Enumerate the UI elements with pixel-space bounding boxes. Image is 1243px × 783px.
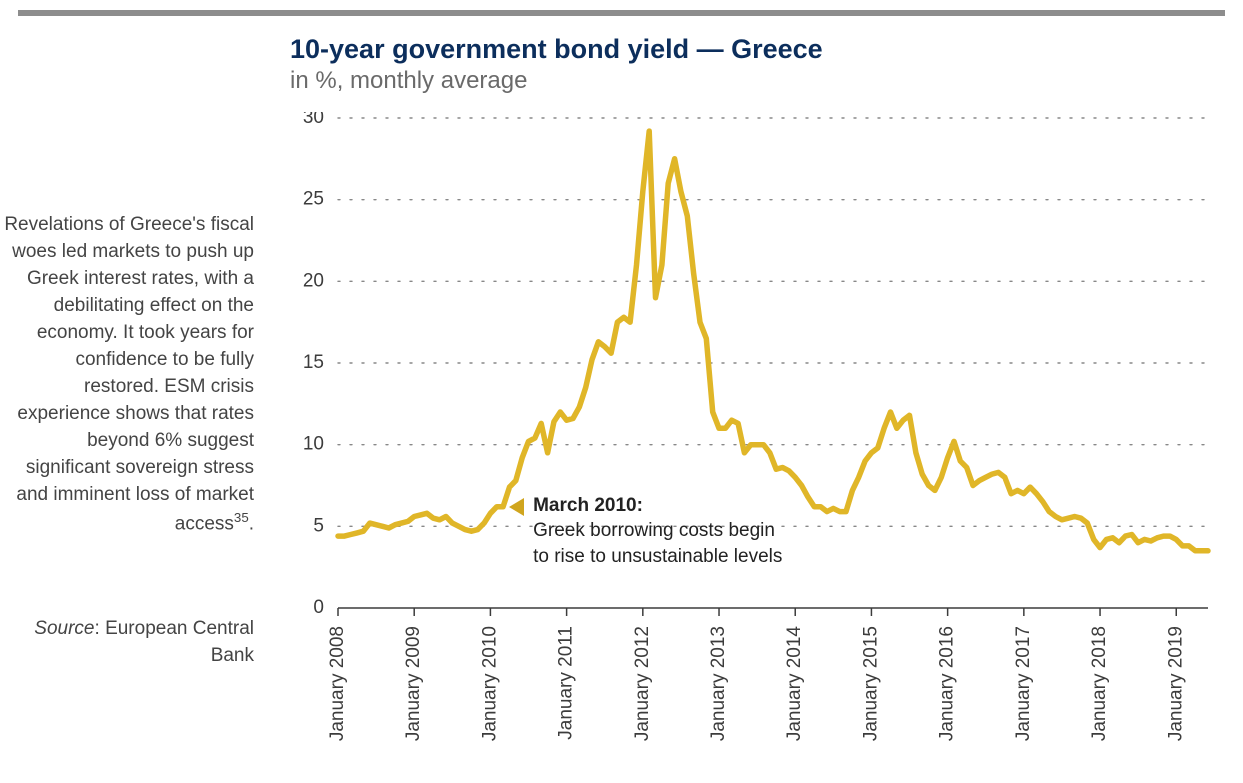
- svg-text:January 2016: January 2016: [937, 626, 958, 741]
- svg-text:January 2017: January 2017: [1013, 626, 1034, 741]
- annotation-line-1: Greek borrowing costs begin: [533, 518, 782, 544]
- svg-text:January 2014: January 2014: [784, 626, 805, 742]
- source-block: Source: European Central Bank: [0, 616, 264, 670]
- annotation-title: March 2010:: [533, 493, 782, 519]
- svg-text:January 2011: January 2011: [556, 626, 577, 740]
- svg-text:January 2008: January 2008: [327, 626, 348, 741]
- chart-area: 0 5 10 15 20 25 30 January 2008 January 2009 Janu…: [290, 112, 1223, 783]
- chart-subtitle: in %, monthly average: [290, 67, 1223, 95]
- svg-text:January 2010: January 2010: [479, 626, 500, 741]
- svg-text:20: 20: [303, 270, 324, 291]
- content-container: Revelations of Greece's fiscal woes led …: [0, 26, 1243, 783]
- sidebar-text: Revelations of Greece's fiscal woes led …: [4, 214, 254, 534]
- annotation-marker-icon: [509, 498, 524, 516]
- svg-text:10: 10: [303, 434, 324, 455]
- svg-text:25: 25: [303, 189, 324, 210]
- svg-text:January 2009: January 2009: [403, 626, 424, 741]
- svg-text:January 2018: January 2018: [1089, 626, 1110, 741]
- line-chart: 0 5 10 15 20 25 30 January 2008 January 2009 Janu…: [290, 112, 1220, 752]
- chart-title: 10-year government bond yield — Greece: [290, 34, 1223, 65]
- svg-text:January 2013: January 2013: [708, 626, 729, 741]
- svg-text:January 2019: January 2019: [1165, 626, 1186, 741]
- svg-text:0: 0: [313, 597, 324, 618]
- sidebar-footnote: 35: [234, 510, 249, 525]
- svg-text:30: 30: [303, 112, 324, 128]
- svg-text:January 2015: January 2015: [860, 626, 881, 741]
- svg-text:15: 15: [303, 352, 324, 373]
- chart-column: 10-year government bond yield — Greece i…: [290, 26, 1223, 783]
- top-divider: [18, 10, 1225, 16]
- sidebar-commentary: Revelations of Greece's fiscal woes led …: [0, 212, 264, 538]
- svg-text:January 2012: January 2012: [632, 626, 653, 741]
- annotation-line-2: to rise to unsustainable levels: [533, 544, 782, 570]
- svg-text:5: 5: [313, 515, 324, 536]
- source-label: Source: [34, 618, 94, 639]
- source-value: European Central Bank: [105, 618, 254, 666]
- chart-annotation: March 2010: Greek borrowing costs begin …: [533, 493, 782, 570]
